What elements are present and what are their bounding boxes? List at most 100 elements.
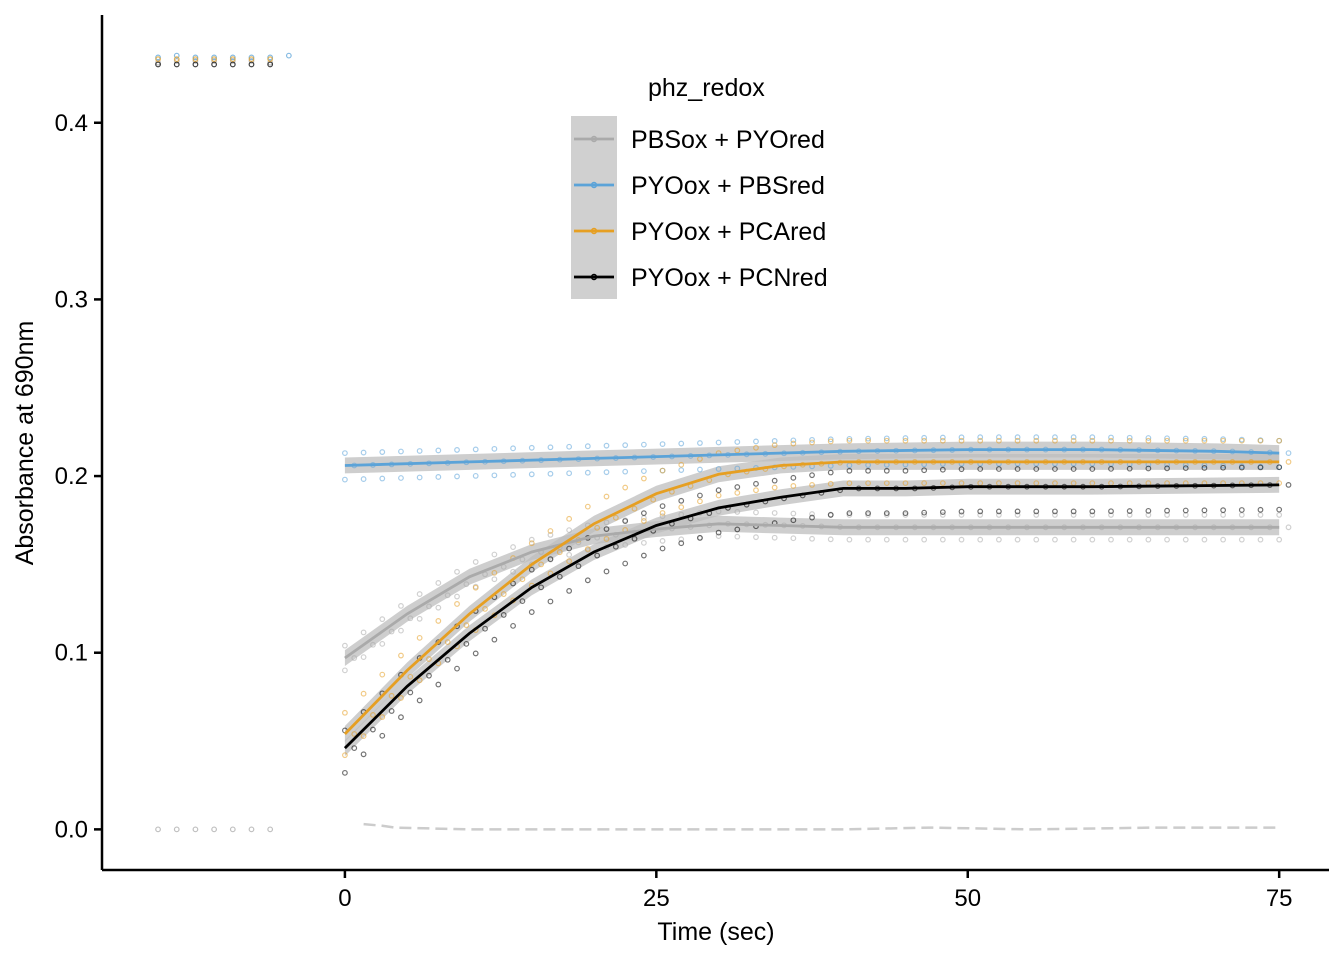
data-point [510,568,516,575]
legend-key-point [590,181,598,189]
data-point [556,573,563,580]
data-point [491,472,498,479]
data-point [211,58,218,64]
data-point [398,652,404,659]
legend-key-point [590,273,598,281]
data-point [827,436,834,443]
data-point [1238,512,1245,518]
data-point [491,569,498,576]
data-point [1257,536,1264,543]
data-point [921,437,928,444]
data-point [1201,512,1208,518]
data-point [1089,512,1096,518]
data-point [883,467,890,474]
legend-key-point [590,227,598,235]
data-point [790,483,797,489]
data-point [902,437,909,444]
data-point [528,566,535,573]
data-point [407,673,414,680]
data-point [790,535,797,542]
data-point [267,826,274,833]
data-point [650,496,657,503]
data-point [958,536,965,543]
data-point [977,512,984,518]
data-point [939,437,946,444]
data-point [995,466,1002,472]
data-point [192,58,199,64]
data-point [360,733,367,739]
data-point [958,480,965,487]
legend-key-background [571,116,617,299]
confidence-band [344,515,1280,666]
data-point [883,435,890,442]
data-point [1070,536,1077,543]
x-tick-label: 0 [338,885,351,912]
data-point [977,437,984,444]
data-point [612,543,619,550]
data-point [995,508,1002,515]
data-point [902,435,909,441]
data-point [435,604,442,611]
data-point [454,665,460,672]
legend-label: PYOox + PCNred [631,264,828,292]
data-point [734,439,741,445]
data-point [1238,536,1245,543]
data-point [173,61,180,68]
data-point [351,731,358,737]
data-point [1126,508,1133,514]
data-point [1238,464,1245,471]
data-point [155,54,161,61]
data-point [342,476,348,483]
data-point [584,546,591,552]
data-point [566,587,573,594]
data-point [379,616,386,623]
data-point [958,508,965,515]
data-point [426,603,432,610]
data-point [827,512,834,518]
data-point [566,551,573,558]
data-point [575,563,582,570]
data-point [1070,434,1077,441]
data-point [248,61,255,68]
data-point [1052,434,1058,441]
data-point [809,481,815,488]
data-point [939,536,946,543]
data-point [1014,437,1021,444]
data-point [472,584,479,591]
data-point [865,437,871,444]
data-point [753,480,759,487]
data-point [734,533,741,540]
data-point [659,441,666,447]
data-point [407,689,414,696]
data-point [1201,435,1208,442]
data-point [538,584,545,591]
data-point [659,545,666,552]
data-point [995,536,1002,543]
data-point [155,61,161,68]
data-point [360,690,367,697]
data-point [995,512,1002,518]
data-point [1014,466,1021,472]
data-point [491,551,498,558]
data-point [173,56,180,63]
data-point [1070,508,1077,515]
data-point [659,513,666,520]
data-point [603,469,610,476]
data-point [902,467,909,474]
data-point [472,446,479,453]
y-axis-title: Absorbance at 690nm [11,321,39,566]
data-point [697,440,703,446]
data-point [1052,437,1058,444]
data-point [715,466,722,472]
data-point [1220,464,1227,471]
data-point [491,636,498,643]
data-point [1033,437,1040,444]
data-point [248,826,255,833]
data-point [1201,465,1208,471]
data-point [715,439,722,446]
legend-title: phz_redox [648,74,765,102]
data-point [715,529,722,536]
data-point [155,826,161,833]
data-point [1108,512,1114,518]
data-point [753,444,759,451]
